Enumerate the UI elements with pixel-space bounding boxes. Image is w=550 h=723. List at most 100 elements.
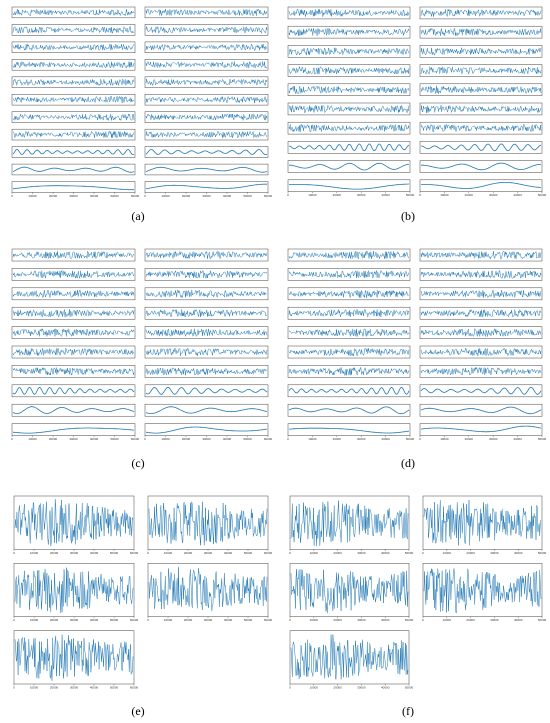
signal-trace bbox=[14, 567, 134, 614]
x-tick-label: 20000 bbox=[333, 618, 342, 622]
subplot-frame bbox=[144, 287, 269, 301]
signal-trace bbox=[145, 149, 268, 156]
subplot-frame bbox=[287, 287, 411, 301]
subplot-frame bbox=[289, 563, 410, 617]
panel-e-label: (e) bbox=[131, 704, 145, 718]
subplot-frame bbox=[419, 384, 543, 398]
x-tick-label: 30000 bbox=[357, 686, 366, 690]
subplot-frame bbox=[419, 25, 543, 39]
subplot-frame bbox=[11, 111, 136, 123]
x-tick-label: 0 bbox=[289, 618, 291, 622]
signal-trace bbox=[420, 66, 542, 76]
x-tick-label: 50000 bbox=[538, 193, 547, 197]
signal-trace bbox=[420, 85, 542, 94]
subplot-frame bbox=[11, 128, 136, 141]
subplot-frame bbox=[11, 403, 136, 417]
subplot-frame bbox=[287, 384, 411, 398]
x-tick-label: 20000 bbox=[466, 551, 475, 555]
subplot-frame bbox=[419, 248, 543, 262]
signal-trace bbox=[420, 309, 542, 318]
subplot-frame bbox=[144, 41, 269, 53]
x-tick-label: 60000 bbox=[264, 551, 273, 555]
signal-trace bbox=[290, 500, 409, 547]
x-tick-label: 40000 bbox=[513, 193, 522, 197]
signal-trace bbox=[420, 386, 542, 395]
signal-trace bbox=[145, 386, 268, 395]
subplot-frame bbox=[11, 6, 136, 19]
x-tick-label: 0 bbox=[13, 686, 15, 690]
signal-trace bbox=[145, 426, 268, 434]
x-tick-label: 0 bbox=[289, 686, 291, 690]
subplot-frame bbox=[11, 94, 136, 106]
signal-trace bbox=[423, 500, 542, 546]
subplot-frame bbox=[144, 326, 269, 339]
x-tick-label: 50000 bbox=[406, 437, 415, 441]
subplot-frame bbox=[11, 384, 136, 398]
signal-trace bbox=[12, 113, 135, 122]
x-tick-label: 40000 bbox=[381, 551, 390, 555]
x-tick-label: 50000 bbox=[110, 686, 119, 690]
subplot-frame bbox=[287, 248, 411, 262]
signal-trace bbox=[12, 327, 135, 337]
signal-trace bbox=[145, 60, 268, 69]
panel-f-label: (f) bbox=[402, 704, 414, 718]
subplot-frame bbox=[289, 630, 410, 685]
x-tick-label: 10000 bbox=[164, 551, 173, 555]
subplot-frame bbox=[144, 146, 269, 158]
subplot-frame bbox=[11, 146, 136, 158]
signal-trace bbox=[145, 289, 267, 299]
subplot-frame bbox=[419, 326, 543, 339]
x-tick-label: 40000 bbox=[381, 437, 390, 441]
subplot-frame bbox=[144, 365, 269, 378]
x-tick-label: 10000 bbox=[310, 686, 319, 690]
signal-trace bbox=[420, 8, 542, 18]
subplot-frame bbox=[287, 179, 411, 192]
signal-trace bbox=[420, 366, 542, 376]
panel-f: 0 10000 20000 30000 40000 50000 0 10000 20000 300… bbox=[280, 490, 547, 698]
panel-c-plots: 0 10000 20000 30000 40000 50000 60000 0 10000 200… bbox=[11, 248, 273, 441]
signal-trace bbox=[288, 8, 410, 17]
x-tick-label: 0 bbox=[147, 551, 149, 555]
signal-trace bbox=[12, 43, 135, 51]
subplot-frame bbox=[419, 141, 543, 154]
signal-trace bbox=[420, 250, 542, 260]
x-tick-label: 0 bbox=[422, 551, 424, 555]
signal-trace bbox=[145, 166, 268, 173]
subplot-frame bbox=[144, 59, 269, 71]
x-tick-label: 0 bbox=[144, 194, 146, 198]
panel-a-plots: 0 10000 20000 30000 40000 50000 60000 0 10000 200… bbox=[11, 6, 273, 198]
subplot-frame bbox=[11, 306, 136, 320]
signal-trace bbox=[145, 43, 268, 52]
signal-trace bbox=[12, 289, 135, 298]
x-tick-label: 20000 bbox=[465, 193, 474, 197]
signal-trace bbox=[288, 143, 410, 152]
signal-trace bbox=[12, 185, 134, 191]
signal-trace bbox=[420, 289, 542, 299]
x-tick-label: 40000 bbox=[90, 194, 99, 198]
x-tick-label: 10000 bbox=[310, 618, 319, 622]
signal-trace bbox=[145, 8, 268, 17]
subplot-frame bbox=[287, 121, 411, 135]
subplot-frame bbox=[419, 102, 543, 116]
signal-trace bbox=[288, 406, 410, 415]
signal-trace bbox=[288, 328, 410, 338]
subplot-frame bbox=[144, 384, 269, 398]
x-tick-label: 10000 bbox=[440, 437, 449, 441]
signal-trace bbox=[12, 366, 135, 376]
x-tick-label: 30000 bbox=[357, 551, 366, 555]
subplot-frame bbox=[287, 6, 411, 20]
subplot-frame bbox=[147, 495, 269, 550]
panel-c-label: (c) bbox=[131, 456, 145, 470]
signal-trace bbox=[145, 367, 268, 376]
x-tick-label: 10000 bbox=[310, 551, 319, 555]
subplot-frame bbox=[144, 128, 269, 141]
x-tick-label: 30000 bbox=[69, 194, 78, 198]
signal-trace bbox=[420, 104, 542, 114]
subplot-frame bbox=[144, 403, 269, 417]
signal-trace bbox=[12, 9, 135, 17]
subplot-frame bbox=[11, 24, 136, 36]
signal-trace bbox=[423, 568, 542, 614]
signal-trace bbox=[12, 406, 135, 414]
subplot-frame bbox=[144, 111, 269, 123]
signal-trace bbox=[14, 634, 134, 681]
